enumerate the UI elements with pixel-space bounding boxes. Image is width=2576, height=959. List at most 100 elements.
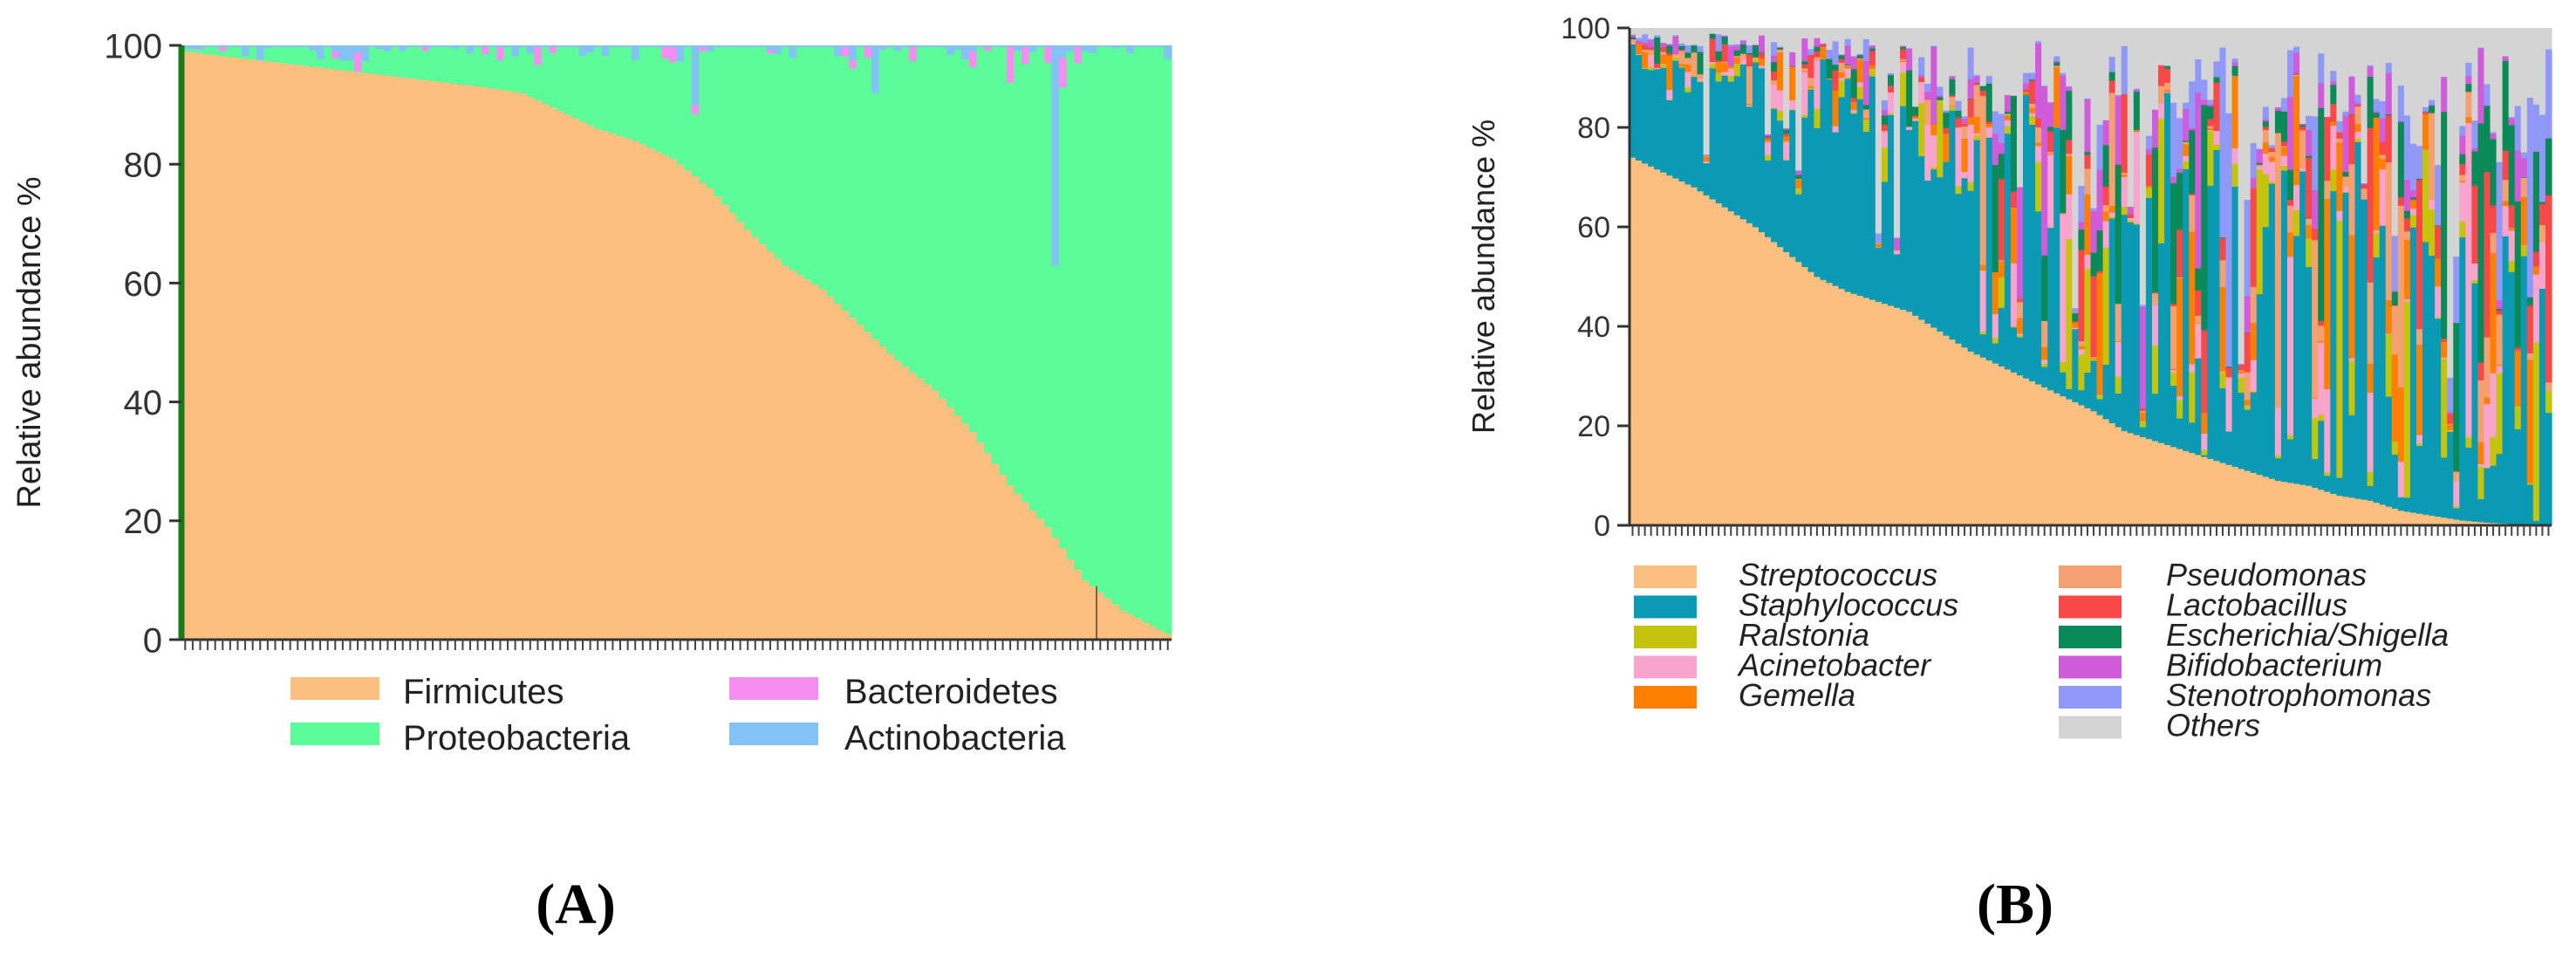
panel-b-bar-90-streptococcus bbox=[2183, 450, 2190, 526]
panel-b-bar-52-bifidobacterium bbox=[1949, 75, 1957, 79]
panel-a-bar-8-proteobacteria bbox=[241, 55, 249, 59]
panel-b-bar-111-staphylococcus bbox=[2312, 458, 2319, 489]
panel-b-bar-5-staphylococcus bbox=[1660, 67, 1667, 173]
panel-b-bar-29-stenotrophomonas bbox=[1807, 48, 1814, 56]
panel-b-bar-41-staphylococcus bbox=[1881, 182, 1889, 305]
panel-b-bar-5-pseudomonas bbox=[1660, 51, 1667, 55]
panel-b-bar-87-lactobacillus bbox=[2164, 68, 2171, 83]
panel-a-bar-120-firmicutes bbox=[1081, 579, 1090, 640]
panel-a-bar-99-firmicutes bbox=[924, 384, 933, 640]
panel-b-bar-121-bifidobacterium bbox=[2373, 111, 2381, 113]
panel-b-bar-7-bifidobacterium bbox=[1672, 36, 1679, 54]
panel-a-bar-118-proteobacteria bbox=[1066, 51, 1075, 559]
panel-a-y-tick-label-20: 20 bbox=[124, 503, 163, 541]
panel-b-bar-100-stenotrophomonas bbox=[2244, 199, 2251, 297]
panel-b-bar-117-pseudomonas bbox=[2348, 163, 2356, 236]
panel-b-bar-115-acinetobacter bbox=[2336, 210, 2344, 221]
panel-b-bar-53-ralstonia bbox=[1955, 186, 1963, 195]
panel-a-bar-88-firmicutes bbox=[841, 310, 850, 640]
panel-b-bar-135-streptococcus bbox=[2459, 520, 2466, 526]
panel-b-bar-42-streptococcus bbox=[1887, 305, 1895, 526]
panel-b-bar-123-escherichia-shigella bbox=[2385, 113, 2393, 116]
panel-b-bar-147-gemella bbox=[2532, 266, 2540, 275]
panel-b-bar-110-gemella bbox=[2306, 224, 2313, 239]
panel-b-bar-138-bifidobacterium bbox=[2477, 47, 2485, 124]
panel-b-bar-135-gemella bbox=[2459, 181, 2466, 183]
panel-b-bar-127-gemella bbox=[2409, 200, 2417, 209]
panel-a-bar-3-firmicutes bbox=[203, 53, 212, 640]
panel-a-bar-87-proteobacteria bbox=[834, 56, 843, 304]
panel-b-legend-swatch-stenotrophomonas bbox=[2059, 686, 2122, 709]
panel-b-bar-146-ralstonia bbox=[2526, 483, 2534, 485]
panel-b-bar-77-lactobacillus bbox=[2102, 186, 2110, 206]
panel-a-bar-10-proteobacteria bbox=[256, 59, 265, 61]
panel-a-bar-43-actinobacteria bbox=[503, 45, 512, 47]
panel-b-y-axis-title: Relative abundance % bbox=[1466, 120, 1501, 434]
panel-b-legend-label-bifidobacterium: Bifidobacterium bbox=[2166, 647, 2382, 683]
panel-a-bar-15-firmicutes bbox=[293, 65, 303, 640]
panel-b-bar-14-ralstonia bbox=[1715, 72, 1723, 82]
panel-b-bar-10-escherichia-shigella bbox=[1691, 45, 1698, 53]
panel-b-bar-82-gemella bbox=[2133, 129, 2141, 133]
panel-b-bar-73-escherichia-shigella bbox=[2078, 229, 2086, 250]
panel-b-bar-110-others bbox=[2306, 28, 2313, 116]
panel-b-bar-96-escherichia-shigella bbox=[2219, 236, 2227, 238]
panel-b-bar-32-others bbox=[1826, 28, 1834, 50]
panel-b-bar-88-staphylococcus bbox=[2170, 385, 2177, 448]
panel-b-bar-102-lactobacillus bbox=[2256, 164, 2264, 166]
panel-b-bar-3-others bbox=[1648, 28, 1655, 39]
panel-b-bar-14-gemella bbox=[1715, 61, 1723, 73]
panel-b-bar-54-others bbox=[1961, 28, 1969, 117]
panel-b-bar-32-escherichia-shigella bbox=[1826, 58, 1834, 79]
panel-b-bar-25-acinetobacter bbox=[1783, 140, 1790, 161]
panel-b-bar-106-acinetobacter bbox=[2280, 155, 2288, 167]
panel-a-bar-65-proteobacteria bbox=[668, 61, 678, 159]
panel-b-bar-145-stenotrophomonas bbox=[2520, 152, 2528, 159]
panel-a-bar-117-firmicutes bbox=[1059, 548, 1068, 640]
panel-b-bar-105-others bbox=[2274, 28, 2282, 107]
panel-b-bar-91-stenotrophomonas bbox=[2189, 80, 2196, 128]
panel-b-bar-31-staphylococcus bbox=[1820, 58, 1828, 280]
panel-b-bar-70-others bbox=[2060, 28, 2067, 73]
panel-a-bar-69-firmicutes bbox=[699, 182, 707, 640]
panel-b-bar-113-staphylococcus bbox=[2324, 475, 2331, 492]
panel-a-bar-38-proteobacteria bbox=[466, 52, 475, 86]
panel-b-bar-126-pseudomonas bbox=[2403, 230, 2411, 240]
panel-a-bar-34-actinobacteria bbox=[436, 45, 445, 47]
panel-a-bar-32-proteobacteria bbox=[421, 50, 430, 80]
panel-a-legend-swatch-bacteroidetes bbox=[729, 677, 818, 700]
panel-a-bar-86-actinobacteria bbox=[826, 45, 835, 47]
panel-b-bar-84-others bbox=[2145, 28, 2153, 136]
panel-b-bar-15-staphylococcus bbox=[1721, 75, 1729, 208]
panel-b-bar-98-acinetobacter bbox=[2231, 147, 2239, 164]
panel-b-bar-42-stenotrophomonas bbox=[1887, 72, 1895, 76]
panel-b-bar-125-gemella bbox=[2397, 387, 2405, 462]
panel-b-bar-118-gemella bbox=[2354, 123, 2362, 133]
panel-a-bar-128-firmicutes bbox=[1141, 621, 1150, 640]
panel-b-bar-34-ralstonia bbox=[1838, 80, 1846, 98]
panel-b-bar-52-others bbox=[1949, 28, 1957, 77]
panel-a-bar-7-firmicutes bbox=[234, 57, 243, 640]
panel-b-bar-49-bifidobacterium bbox=[1930, 46, 1937, 125]
panel-a-bar-68-proteobacteria bbox=[691, 113, 700, 177]
panel-b-bar-80-stenotrophomonas bbox=[2121, 45, 2128, 95]
panel-b-bar-84-bifidobacterium bbox=[2145, 148, 2153, 154]
panel-b-bar-16-streptococcus bbox=[1727, 210, 1735, 526]
panel-b-bar-91-lactobacillus bbox=[2189, 193, 2196, 195]
panel-b-bar-81-ralstonia bbox=[2127, 220, 2135, 223]
panel-b-bar-116-pseudomonas bbox=[2342, 176, 2350, 188]
panel-b-bar-10-ralstonia bbox=[1691, 75, 1698, 78]
panel-a-bar-23-proteobacteria bbox=[353, 71, 362, 72]
panel-b-bar-51-lactobacillus bbox=[1943, 127, 1951, 134]
panel-b-bar-80-lactobacillus bbox=[2121, 93, 2128, 174]
panel-b-bar-83-stenotrophomonas bbox=[2139, 304, 2147, 307]
panel-a-bar-119-bacteroidetes bbox=[1074, 46, 1083, 64]
panel-a-bar-129-proteobacteria bbox=[1149, 46, 1158, 627]
panel-b-bar-116-acinetobacter bbox=[2342, 186, 2350, 193]
panel-b-bar-18-streptococcus bbox=[1739, 218, 1747, 526]
panel-b-bar-124-staphylococcus bbox=[2391, 454, 2399, 510]
panel-b-bar-51-staphylococcus bbox=[1943, 161, 1951, 336]
panel-a-bar-115-proteobacteria bbox=[1043, 62, 1053, 528]
panel-a-bar-98-proteobacteria bbox=[916, 46, 925, 379]
panel-b-bar-89-others bbox=[2176, 28, 2183, 119]
